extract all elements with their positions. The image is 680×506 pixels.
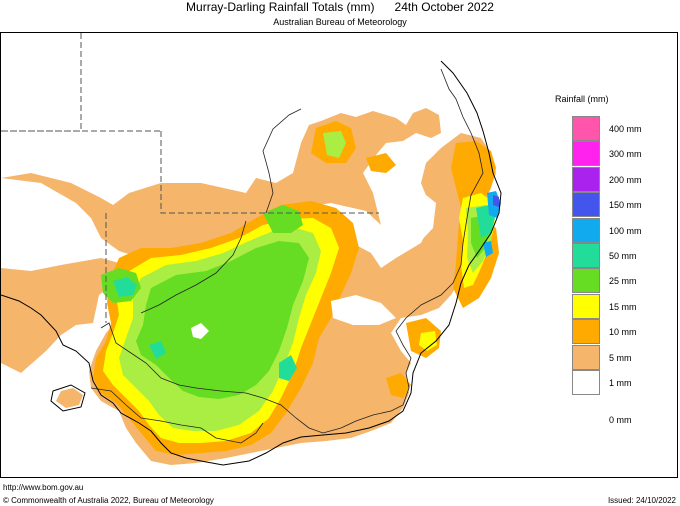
legend-swatch (572, 116, 600, 141)
legend-label: 10 mm (609, 327, 637, 338)
catchment-boundaries (90, 68, 484, 444)
legend-swatch (572, 166, 600, 192)
legend-swatch (572, 370, 600, 395)
legend-label: 100 mm (609, 225, 642, 236)
source-url: http://www.bom.gov.au (3, 483, 84, 492)
legend-label: 25 mm (609, 276, 637, 287)
legend-label: 5 mm (609, 352, 632, 363)
state-borders (1, 33, 379, 323)
map-subtitle: Australian Bureau of Meteorology (273, 17, 407, 27)
rainfall-map (0, 32, 678, 478)
legend-label: 200 mm (609, 174, 642, 185)
legend-title: Rainfall (mm) (555, 94, 609, 104)
coastline (1, 60, 502, 466)
legend-label: 50 mm (609, 251, 637, 261)
rainfall-map-graphic (1, 33, 502, 466)
rainfall-150-200mm-area (493, 195, 499, 207)
map-title: Murray-Darling Rainfall Totals (mm) 24th… (186, 0, 494, 14)
legend-swatch (572, 395, 600, 420)
legend-label: 400 mm (609, 124, 642, 134)
legend-swatch (572, 268, 600, 294)
legend-label: 300 mm (609, 149, 642, 160)
legend-swatch (572, 344, 600, 370)
legend-swatch (572, 141, 600, 167)
legend-label: 1 mm (609, 378, 632, 388)
rainfall-50-100mm-area (113, 205, 495, 381)
legend-swatch (572, 243, 600, 268)
legend-swatch (572, 217, 600, 243)
copyright-notice: © Commonwealth of Australia 2022, Bureau… (3, 496, 214, 505)
legend-swatch (572, 192, 600, 218)
legend-swatch (572, 319, 600, 345)
issued-date: Issued: 24/10/2022 (607, 496, 676, 505)
legend-label: 0 mm (609, 415, 632, 426)
legend-swatch (572, 293, 600, 319)
legend-label: 15 mm (609, 301, 637, 312)
legend-label: 150 mm (609, 200, 642, 211)
rainfall-0mm-area (1, 33, 436, 339)
